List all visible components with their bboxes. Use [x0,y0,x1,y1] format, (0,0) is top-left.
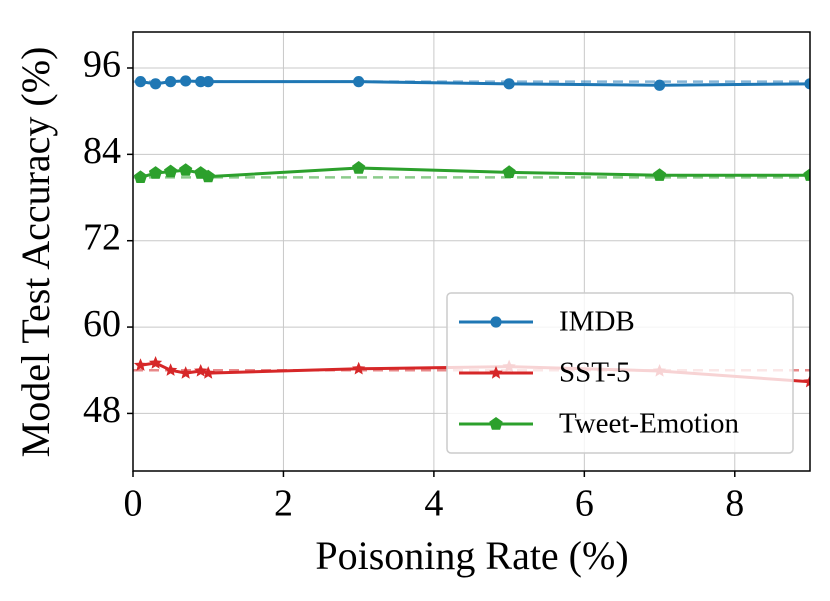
legend-label: SST-5 [559,357,630,389]
marker [352,161,366,174]
marker [133,170,148,183]
marker [804,78,810,90]
legend-marker [490,316,502,328]
marker [164,363,178,376]
marker [803,374,810,388]
marker [133,358,148,371]
marker [148,356,163,369]
x-tick-label: 4 [424,483,443,525]
y-tick-label: 84 [83,130,121,172]
marker [201,366,215,379]
legend-label: Tweet-Emotion [559,408,739,440]
marker [202,76,214,88]
marker [803,168,810,181]
marker [179,366,193,379]
y-tick-label: 48 [83,389,121,431]
plot-frame [132,31,811,472]
marker [352,361,366,375]
marker [165,76,177,88]
x-axis-label: Poisoning Rate (%) [315,533,628,578]
series-line [140,166,810,179]
legend-label: IMDB [559,306,635,338]
marker [164,164,178,178]
marker [179,163,193,176]
marker [149,78,162,90]
marker [353,76,365,88]
x-tick-label: 2 [274,483,293,525]
marker [502,165,516,178]
y-tick-label: 72 [83,216,121,258]
marker [652,168,667,181]
y-axis-label: Model Test Accuracy (%) [13,47,58,458]
x-tick-label: 8 [725,483,744,525]
legend-marker [489,366,503,379]
x-tick-label: 0 [124,483,143,525]
marker [201,169,215,183]
marker [148,166,163,179]
marker [180,75,192,87]
marker [194,364,208,377]
legend-box [446,292,794,454]
marker [503,78,515,90]
y-tick-label: 60 [83,303,121,345]
y-tick-label: 96 [83,44,121,86]
marker [653,79,666,91]
legend-marker [489,417,503,430]
marker [134,76,147,88]
x-tick-label: 6 [575,483,594,525]
